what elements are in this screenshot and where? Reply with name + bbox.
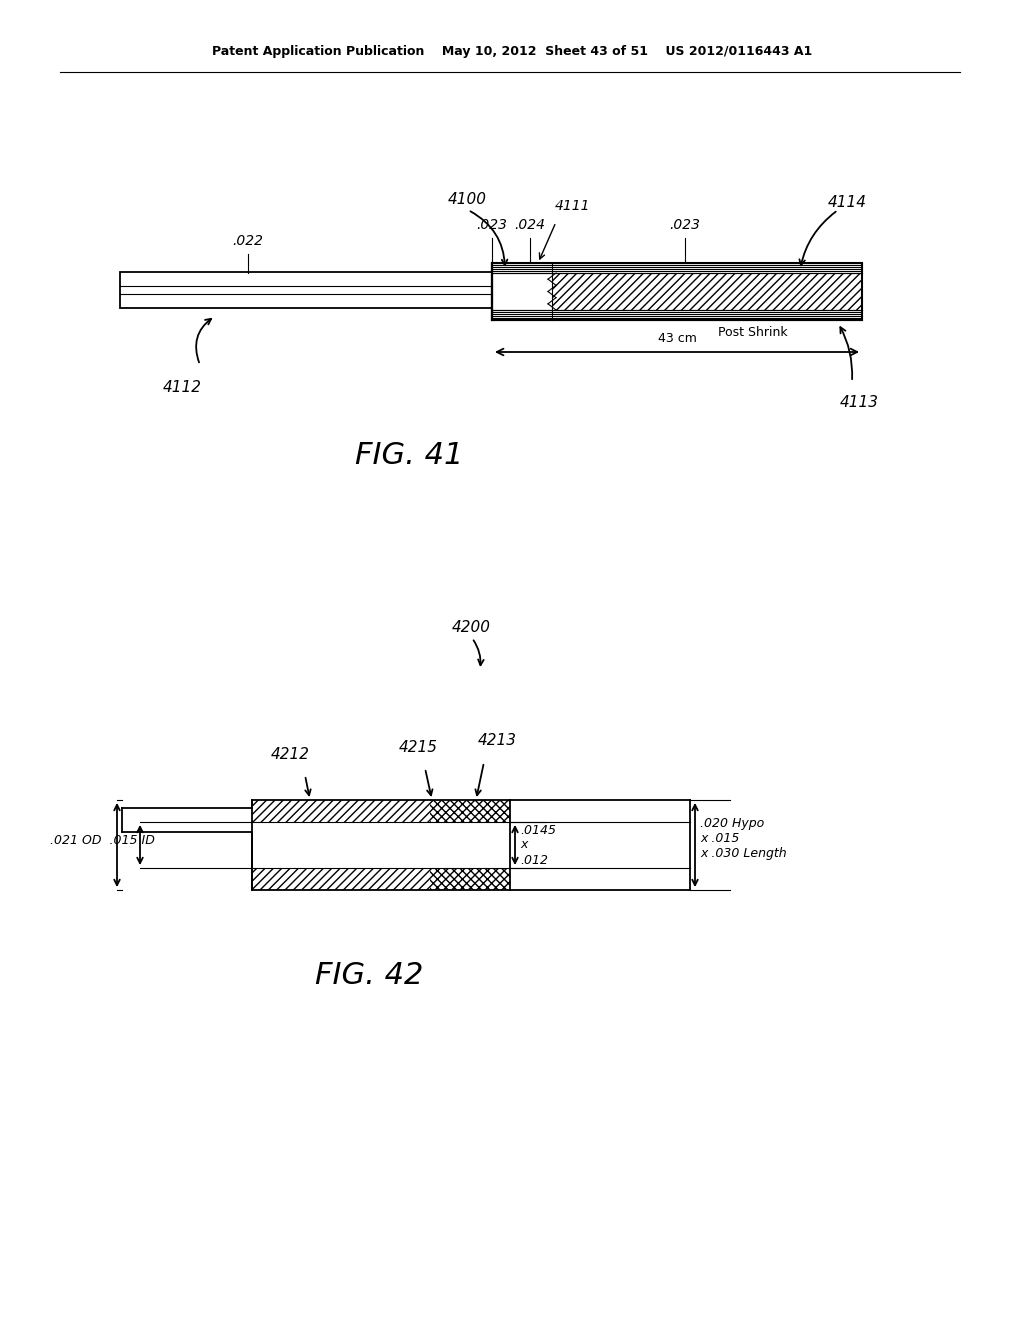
Bar <box>430 869 510 890</box>
Text: FIG. 42: FIG. 42 <box>315 961 423 990</box>
Text: .021 OD  .015 ID: .021 OD .015 ID <box>50 833 155 846</box>
Text: 4111: 4111 <box>555 199 591 213</box>
Bar <box>430 800 510 822</box>
Text: 4114: 4114 <box>828 195 867 210</box>
Text: .023: .023 <box>670 218 700 232</box>
Bar <box>120 272 492 308</box>
Bar <box>252 869 510 890</box>
Text: 4213: 4213 <box>478 733 517 748</box>
Bar <box>492 273 552 310</box>
Text: .020 Hypo
x .015
x .030 Length: .020 Hypo x .015 x .030 Length <box>700 817 786 859</box>
Text: Post Shrink: Post Shrink <box>718 326 787 339</box>
Text: 43 cm: 43 cm <box>657 333 696 345</box>
Text: 4100: 4100 <box>449 191 487 207</box>
Text: 4215: 4215 <box>398 741 437 755</box>
Text: .0145
x
.012: .0145 x .012 <box>520 824 556 866</box>
Bar <box>552 273 862 310</box>
Bar <box>492 263 862 319</box>
Bar <box>252 822 510 869</box>
Text: Patent Application Publication    May 10, 2012  Sheet 43 of 51    US 2012/011644: Patent Application Publication May 10, 2… <box>212 45 812 58</box>
Text: 4200: 4200 <box>452 620 490 635</box>
Bar <box>492 263 862 319</box>
Text: 4212: 4212 <box>270 747 309 762</box>
Bar <box>252 800 510 822</box>
Text: 4112: 4112 <box>163 380 202 395</box>
Text: .024: .024 <box>514 218 546 232</box>
Text: 4113: 4113 <box>840 395 879 411</box>
Text: .022: .022 <box>232 234 263 248</box>
Text: .023: .023 <box>476 218 508 232</box>
Text: FIG. 41: FIG. 41 <box>355 441 464 470</box>
